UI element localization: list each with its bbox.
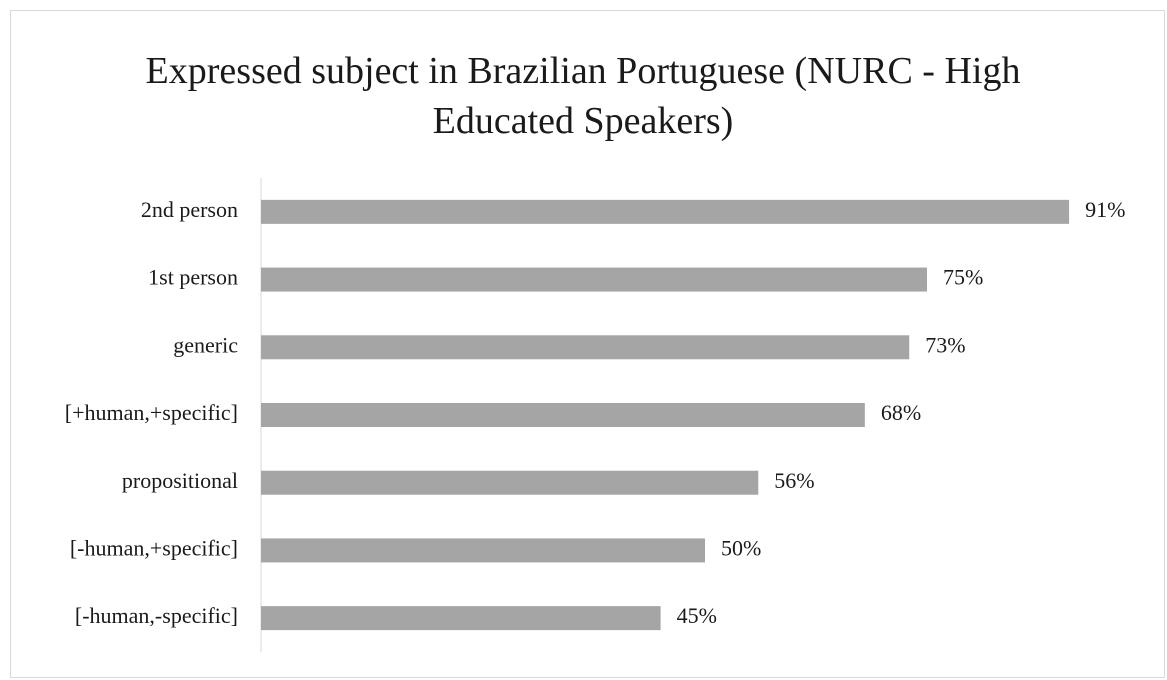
y-tick-label: 2nd person [141, 197, 238, 222]
data-label: 73% [925, 332, 965, 357]
data-label: 45% [677, 603, 717, 628]
bar [261, 335, 910, 360]
y-tick-label: [-human,-specific] [75, 603, 238, 628]
y-tick-label: [+human,+specific] [65, 400, 238, 425]
bar [261, 199, 1070, 224]
bar [261, 538, 705, 563]
y-tick-label: generic [173, 332, 238, 357]
bar [261, 267, 927, 292]
chart-border [10, 10, 1165, 678]
data-label: 91% [1085, 197, 1125, 222]
data-label: 68% [881, 400, 921, 425]
y-tick-label: [-human,+specific] [70, 535, 238, 560]
y-tick-label: 1st person [148, 265, 238, 290]
data-label: 50% [721, 535, 761, 560]
data-label: 75% [943, 265, 983, 290]
bar [261, 403, 865, 427]
data-label: 56% [774, 468, 814, 493]
chart-title: Expressed subject in Brazilian Portugues… [145, 50, 1021, 142]
bar [261, 606, 661, 631]
bar [261, 470, 759, 495]
y-tick-label: propositional [122, 468, 238, 493]
